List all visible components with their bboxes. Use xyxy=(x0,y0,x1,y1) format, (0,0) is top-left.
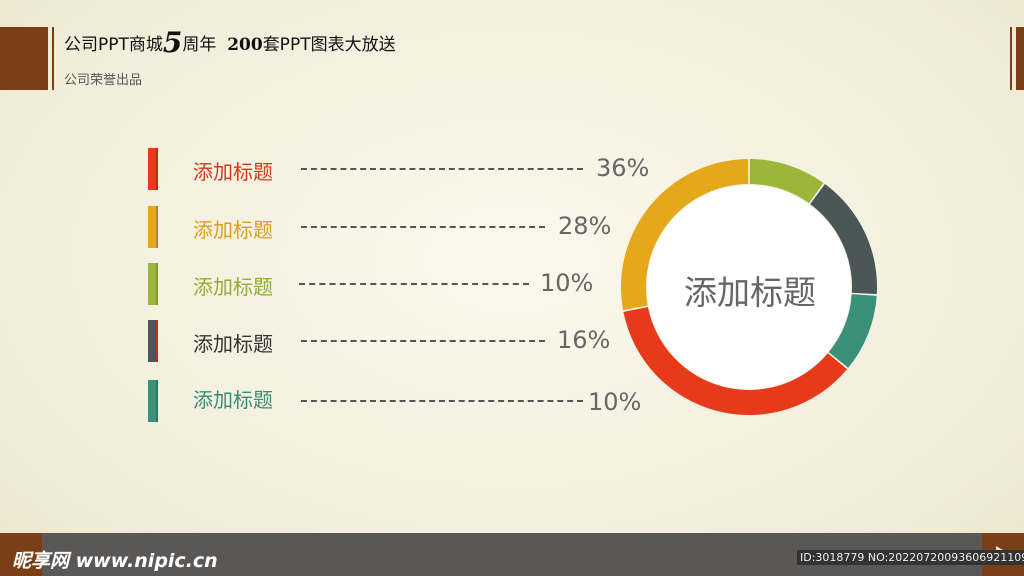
legend-label-3: 添加标题 xyxy=(193,275,273,299)
leader-line-5 xyxy=(301,400,583,402)
legend-label-4: 添加标题 xyxy=(193,332,273,356)
legend-bar-5 xyxy=(148,380,158,422)
leader-line-1 xyxy=(301,168,583,170)
legend-bar-4 xyxy=(148,320,158,362)
header-left-block xyxy=(0,27,48,90)
legend-row-4: 添加标题 16% xyxy=(0,320,700,364)
legend-bar-2 xyxy=(148,206,158,248)
legend-row-2: 添加标题 28% xyxy=(0,206,700,250)
title-part1: 公司PPT商城 xyxy=(64,35,163,55)
value-label-2: 28% xyxy=(558,212,612,240)
page-subtitle: 公司荣誉出品 xyxy=(64,73,143,88)
donut-center-label: 添加标题 xyxy=(684,273,816,312)
header-left-line xyxy=(52,27,54,90)
title-number: 200 xyxy=(227,35,263,55)
value-label-5: 10% xyxy=(588,388,642,416)
legend-label-5: 添加标题 xyxy=(193,388,273,412)
page-title: 公司PPT商城5周年 200套PPT图表大放送 xyxy=(64,29,396,57)
header-right-line xyxy=(1010,27,1012,90)
donut-segment-1 xyxy=(623,307,848,415)
footer-left-block xyxy=(0,533,42,576)
legend-label-2: 添加标题 xyxy=(193,218,273,242)
title-big-number: 5 xyxy=(162,26,183,59)
title-part2: 周年 xyxy=(182,35,217,55)
legend-label-1: 添加标题 xyxy=(193,160,273,184)
title-part3: 套PPT图表大放送 xyxy=(262,35,396,55)
watermark-logo: 昵享网 www.nipic.cn xyxy=(12,550,218,572)
value-label-3: 10% xyxy=(540,269,594,297)
donut-segment-3 xyxy=(749,159,824,204)
leader-line-2 xyxy=(301,226,545,228)
legend-row-1: 添加标题 36% xyxy=(0,148,700,192)
legend-row-5: 添加标题 10% xyxy=(0,380,700,424)
donut-segment-4 xyxy=(810,183,877,295)
legend-bar-1 xyxy=(148,148,158,190)
donut-segment-2 xyxy=(621,159,749,311)
watermark-id: ID:3018779 NO:20220720093606921109 xyxy=(797,550,1024,565)
leader-line-4 xyxy=(301,340,545,342)
value-label-4: 16% xyxy=(557,326,611,354)
donut-segment-5 xyxy=(828,294,877,368)
header-right-block xyxy=(1016,27,1024,90)
donut-center-disc xyxy=(647,185,851,389)
legend-row-3: 添加标题 10% xyxy=(0,263,700,307)
leader-line-3 xyxy=(299,283,529,285)
legend-bar-3 xyxy=(148,263,158,305)
value-label-1: 36% xyxy=(596,154,650,182)
